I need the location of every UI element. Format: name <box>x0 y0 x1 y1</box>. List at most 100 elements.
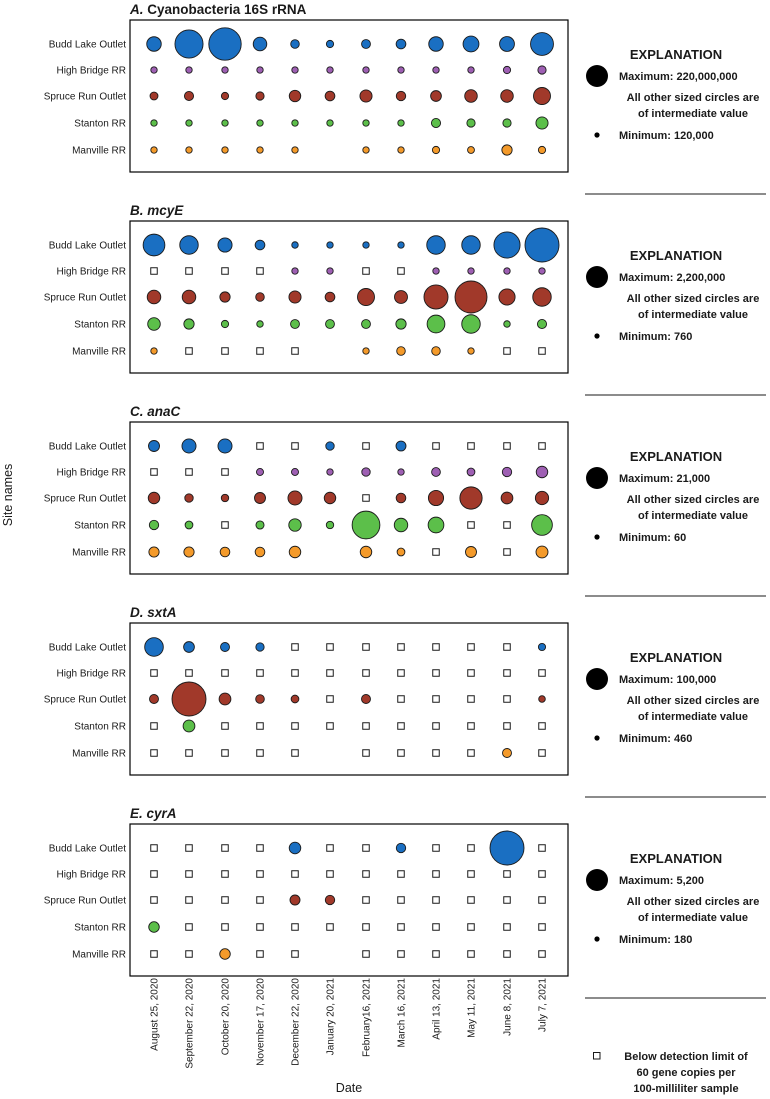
data-point <box>255 694 265 704</box>
max-circle <box>586 467 608 489</box>
data-point <box>326 66 334 74</box>
legend-line: 100-milliliter sample <box>633 1083 738 1095</box>
data-point <box>221 119 229 127</box>
below-detection-marker <box>256 669 264 677</box>
min-label: Minimum: 60 <box>619 532 686 544</box>
data-point <box>359 89 373 103</box>
site-label: Stanton RR <box>74 119 126 130</box>
data-point <box>535 545 549 559</box>
panel-target: anaC <box>147 404 180 419</box>
data-point <box>221 66 229 74</box>
below-detection-marker <box>291 669 299 677</box>
below-detection-marker <box>538 950 546 958</box>
site-label: High Bridge RR <box>57 468 126 479</box>
below-detection-marker <box>326 923 334 931</box>
below-detection-marker <box>256 749 264 757</box>
data-point <box>325 441 335 451</box>
data-point <box>291 119 299 127</box>
site-label: Stanton RR <box>74 923 126 934</box>
detection-limit-legend: Below detection limit of 60 gene copies p… <box>593 1051 748 1095</box>
below-detection-marker <box>362 844 370 852</box>
data-point <box>361 39 371 49</box>
data-point <box>288 841 302 855</box>
data-point <box>461 314 481 334</box>
mid-label-line: All other sized circles are <box>627 695 760 707</box>
data-point <box>493 231 521 259</box>
explanation: EXPLANATION Maximum: 100,000 All other siz… <box>586 650 759 745</box>
data-point <box>498 288 516 306</box>
below-detection-marker <box>467 722 475 730</box>
site-label: Spruce Run Outlet <box>44 92 126 103</box>
below-detection-marker <box>150 844 158 852</box>
data-point <box>325 520 335 530</box>
panel-d: D. sxtA Budd Lake Outlet High Bridge RR Spr… <box>44 605 766 798</box>
below-detection-marker <box>221 870 229 878</box>
below-detection-marker <box>185 870 193 878</box>
data-point <box>220 493 230 503</box>
date-tick-label: February16, 2021 <box>362 978 373 1057</box>
data-point <box>256 119 264 127</box>
data-point <box>537 65 547 75</box>
below-detection-legend-marker <box>593 1052 601 1060</box>
data-point <box>290 39 300 49</box>
below-detection-marker <box>150 468 158 476</box>
below-detection-marker <box>291 950 299 958</box>
below-detection-marker <box>467 442 475 450</box>
date-tick-label: June 8, 2021 <box>503 978 514 1036</box>
below-detection-marker <box>221 267 229 275</box>
date-tick-label: April 13, 2021 <box>432 978 443 1040</box>
panel-letter: B. <box>130 203 144 218</box>
data-point <box>183 641 195 653</box>
site-label: Budd Lake Outlet <box>49 40 126 51</box>
below-detection-marker <box>538 870 546 878</box>
mid-label-line: of intermediate value <box>638 711 748 723</box>
panel-letter: D. <box>130 605 144 620</box>
below-detection-marker <box>185 896 193 904</box>
mid-label-line: of intermediate value <box>638 510 748 522</box>
min-label: Minimum: 180 <box>619 934 692 946</box>
below-detection-marker <box>503 923 511 931</box>
below-detection-marker <box>432 442 440 450</box>
mid-label-line: All other sized circles are <box>627 293 760 305</box>
below-detection-marker <box>221 923 229 931</box>
below-detection-marker <box>221 722 229 730</box>
below-detection-marker <box>362 267 370 275</box>
data-point <box>499 36 515 52</box>
data-point <box>538 267 546 275</box>
below-detection-marker <box>185 950 193 958</box>
site-label: Stanton RR <box>74 521 126 532</box>
below-detection-marker <box>503 442 511 450</box>
below-detection-marker <box>538 844 546 852</box>
below-detection-marker <box>538 442 546 450</box>
panel-target: Cyanobacteria 16S rRNA <box>147 2 306 17</box>
data-point <box>397 241 405 249</box>
data-point <box>255 642 265 652</box>
mid-label-line: All other sized circles are <box>627 92 760 104</box>
site-label: Spruce Run Outlet <box>44 494 126 505</box>
below-detection-marker <box>291 749 299 757</box>
below-detection-marker <box>397 643 405 651</box>
panel-target: sxtA <box>147 605 176 620</box>
below-detection-marker <box>503 521 511 529</box>
below-detection-marker <box>467 950 475 958</box>
data-point <box>326 119 334 127</box>
data-point <box>256 468 264 476</box>
below-detection-marker <box>221 896 229 904</box>
below-detection-marker <box>362 669 370 677</box>
data-point <box>326 241 334 249</box>
site-label: Manville RR <box>72 146 126 157</box>
panel-title: D. sxtA <box>130 605 177 620</box>
data-point <box>395 440 407 452</box>
max-label: Maximum: 100,000 <box>619 674 716 686</box>
below-detection-marker <box>397 669 405 677</box>
data-point <box>220 91 230 101</box>
site-label: Manville RR <box>72 749 126 760</box>
min-circle <box>594 132 600 138</box>
data-point <box>289 894 301 906</box>
panel-title: E. cyrA <box>130 806 177 821</box>
below-detection-marker <box>432 643 440 651</box>
data-point <box>489 830 525 866</box>
data-point <box>397 119 405 127</box>
site-label: Spruce Run Outlet <box>44 896 126 907</box>
below-detection-marker <box>503 950 511 958</box>
